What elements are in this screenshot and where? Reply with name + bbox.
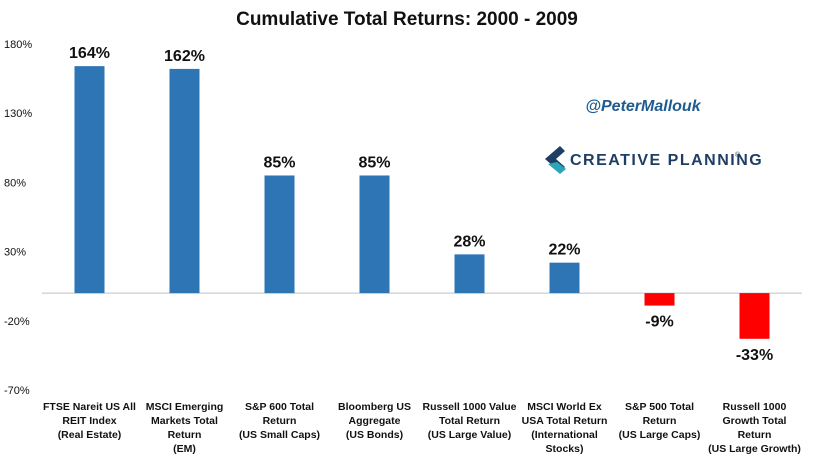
bar [169, 68, 200, 294]
category-label: S&P 500 Total Return (US Large Caps) [619, 401, 701, 441]
category-label: FTSE Nareit US All REIT Index (Real Estate… [43, 401, 136, 441]
logo-mark-icon [545, 146, 566, 174]
bar [454, 254, 485, 294]
y-tick-label: 80% [4, 177, 26, 189]
brand-name: CREATIVE PLANNING [570, 152, 763, 169]
category-labels-group: FTSE Nareit US All REIT Index (Real Estate… [43, 401, 801, 455]
bar [359, 175, 390, 294]
data-label: 28% [453, 233, 485, 250]
bar [549, 262, 580, 294]
data-label: 22% [548, 242, 580, 259]
bars-group [74, 66, 770, 339]
y-tick-label: 130% [4, 108, 32, 120]
data-label: 162% [164, 48, 205, 65]
y-tick-label: -70% [4, 385, 30, 397]
category-label: Bloomberg US Aggregate (US Bonds) [338, 401, 411, 441]
creative-planning-logo: CREATIVE PLANNING ® [545, 146, 763, 174]
category-label: MSCI World Ex USA Total Return (Internatio… [522, 401, 608, 455]
bar [74, 66, 105, 294]
bar [739, 293, 770, 339]
data-labels-group: 164% 162% 85% 85% 28% 22% -9% -33% [69, 45, 773, 364]
twitter-handle: @PeterMallouk [585, 98, 701, 115]
y-tick-label: -20% [4, 316, 30, 328]
data-label: -9% [645, 314, 673, 331]
bar [644, 293, 675, 306]
category-label: MSCI Emerging Markets Total Return (EM) [146, 401, 224, 455]
data-label: 85% [358, 154, 390, 171]
data-label: -33% [736, 347, 773, 364]
chart-title: Cumulative Total Returns: 2000 - 2009 [236, 9, 578, 30]
y-tick-label: 30% [4, 247, 26, 259]
registered-mark: ® [735, 151, 741, 159]
y-axis: -70% -20% 30% 80% 130% 180% [4, 39, 32, 397]
category-label: S&P 600 Total Return (US Small Caps) [239, 401, 320, 441]
category-label: Russell 1000 Value Total Return (US Large … [423, 401, 517, 441]
category-label: Russell 1000 Growth Total Return (US Large … [708, 401, 801, 455]
y-tick-label: 180% [4, 39, 32, 51]
bar [264, 175, 295, 294]
data-label: 164% [69, 45, 110, 62]
data-label: 85% [263, 154, 295, 171]
